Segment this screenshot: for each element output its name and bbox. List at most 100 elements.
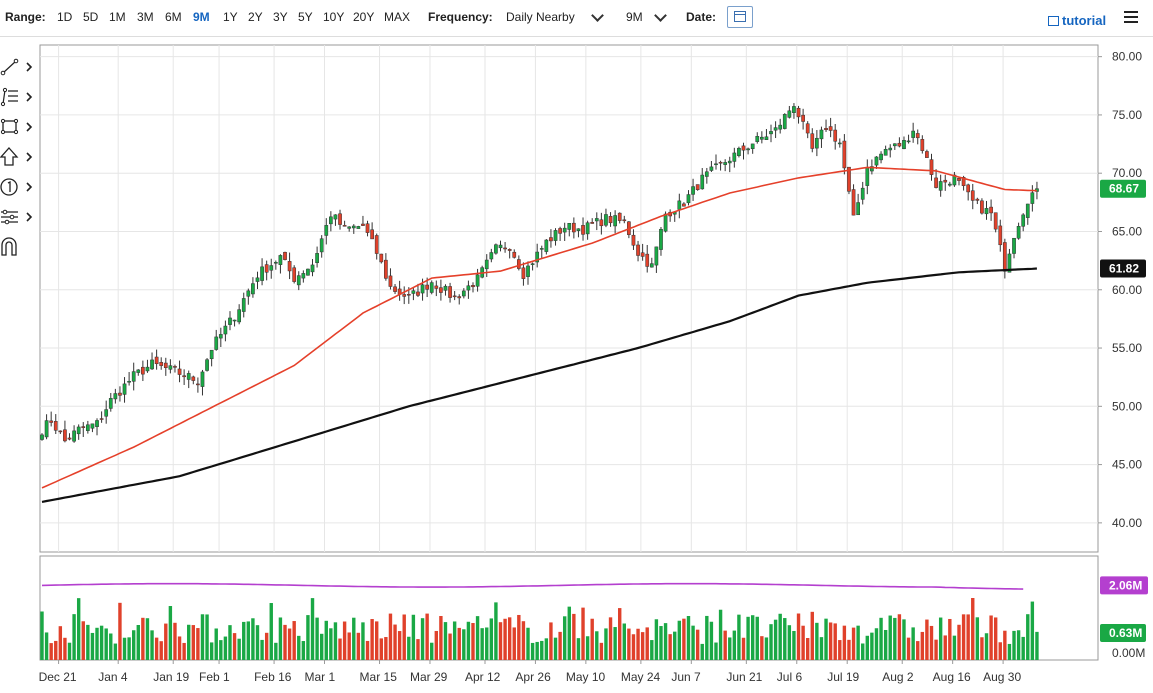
range-1d[interactable]: 1D (57, 10, 73, 24)
candle-body (1025, 203, 1030, 218)
candle-body (306, 268, 310, 276)
candle-body (232, 319, 237, 322)
line-tool-icon[interactable] (0, 55, 34, 79)
candle-body (416, 291, 420, 296)
volume-bar (67, 642, 72, 660)
candle-body (700, 174, 705, 190)
range-1y[interactable]: 1Y (223, 10, 238, 24)
candle-body (516, 259, 521, 269)
range-20y[interactable]: 20Y (353, 10, 375, 24)
candle-body (897, 142, 902, 147)
volume-bar (301, 641, 306, 660)
candle-body (961, 177, 966, 186)
candle-body (604, 214, 608, 226)
candle-body (663, 213, 668, 232)
volume-bar (1007, 643, 1012, 660)
volume-bar (109, 633, 113, 660)
volume-bar (805, 638, 810, 660)
candle-body (145, 366, 150, 372)
volume-bar (604, 628, 608, 660)
volume-bar (223, 636, 228, 660)
candle-body (943, 179, 948, 183)
volume-bar (732, 630, 737, 660)
candle-body (209, 349, 214, 360)
tutorial-link[interactable]: tutorial (1048, 13, 1106, 28)
shape-tool-icon[interactable] (0, 115, 34, 139)
arrow-tool-icon[interactable] (0, 145, 34, 169)
volume-bar (72, 614, 76, 660)
volume-bar (95, 627, 99, 660)
volume-y-tick-label: 0.00M (1112, 646, 1145, 660)
volume-bar (122, 637, 127, 660)
candle-body (613, 215, 617, 227)
volume-bar (925, 619, 929, 660)
volume-bar (737, 614, 741, 660)
range-6m[interactable]: 6M (165, 10, 182, 24)
range-5y[interactable]: 5Y (298, 10, 313, 24)
candle-body (461, 290, 466, 297)
range-1m[interactable]: 1M (109, 10, 126, 24)
range-10y[interactable]: 10Y (323, 10, 345, 24)
magnet-icon[interactable] (0, 235, 34, 259)
range-3m[interactable]: 3M (137, 10, 154, 24)
last-price-badge-bg (1100, 179, 1146, 198)
candle-body (975, 198, 980, 201)
range-9m[interactable]: 9M (193, 10, 210, 24)
candle-body (283, 251, 287, 260)
hamburger-menu-icon[interactable] (1124, 11, 1138, 26)
candle-body (186, 373, 191, 380)
volume-bar (498, 622, 503, 660)
volume-bar (700, 643, 704, 660)
volume-bar (650, 640, 654, 660)
candle-body (590, 221, 595, 224)
candle-body (874, 156, 879, 166)
candle-body (966, 184, 971, 193)
measure-tool-icon[interactable] (0, 205, 34, 229)
candle-body (273, 262, 278, 264)
candle-body (608, 216, 613, 224)
candle-body (402, 294, 407, 297)
candle-body (764, 136, 769, 140)
candle-body (457, 296, 462, 299)
volume-bar (159, 641, 163, 660)
candle-body (695, 184, 700, 190)
range-3y[interactable]: 3Y (273, 10, 288, 24)
candle-body (654, 246, 659, 266)
y-tick-label: 50.00 (1112, 399, 1142, 413)
frequency-label: Frequency: (428, 10, 493, 24)
candle-body (796, 107, 801, 118)
volume-badge-bg (1100, 624, 1146, 642)
y-tick-label: 65.00 (1112, 224, 1142, 238)
fib-tool-icon[interactable] (0, 85, 34, 109)
volume-bar (1035, 631, 1039, 660)
volume-bar (283, 624, 287, 660)
volume-bar (269, 603, 273, 660)
annotation-tool-icon[interactable] (0, 175, 34, 199)
candle-body (883, 149, 888, 156)
volume-bar (984, 633, 989, 660)
date-picker-button[interactable] (727, 6, 753, 28)
volume-bar (934, 639, 938, 660)
candle-body (264, 264, 269, 273)
candle-body (640, 252, 645, 257)
frequency-select[interactable]: Daily Nearby (506, 10, 575, 24)
range-2y[interactable]: 2Y (248, 10, 263, 24)
range-5d[interactable]: 5D (83, 10, 99, 24)
candle-body (411, 290, 416, 294)
volume-bar (796, 613, 801, 660)
volume-bar (608, 617, 613, 660)
candle-body (278, 255, 283, 265)
range-max[interactable]: MAX (384, 10, 411, 24)
volume-bar (255, 625, 260, 660)
volume-bar (893, 617, 897, 660)
volume-bar (319, 633, 324, 660)
volume-bar (833, 623, 837, 660)
candle-body (324, 225, 329, 236)
period-select[interactable]: 9M (626, 10, 643, 24)
volume-bar (640, 632, 645, 660)
x-tick-label: Jun 21 (726, 670, 762, 684)
volume-bar (691, 625, 695, 660)
candle-body (44, 420, 49, 438)
candle-body (338, 213, 342, 225)
